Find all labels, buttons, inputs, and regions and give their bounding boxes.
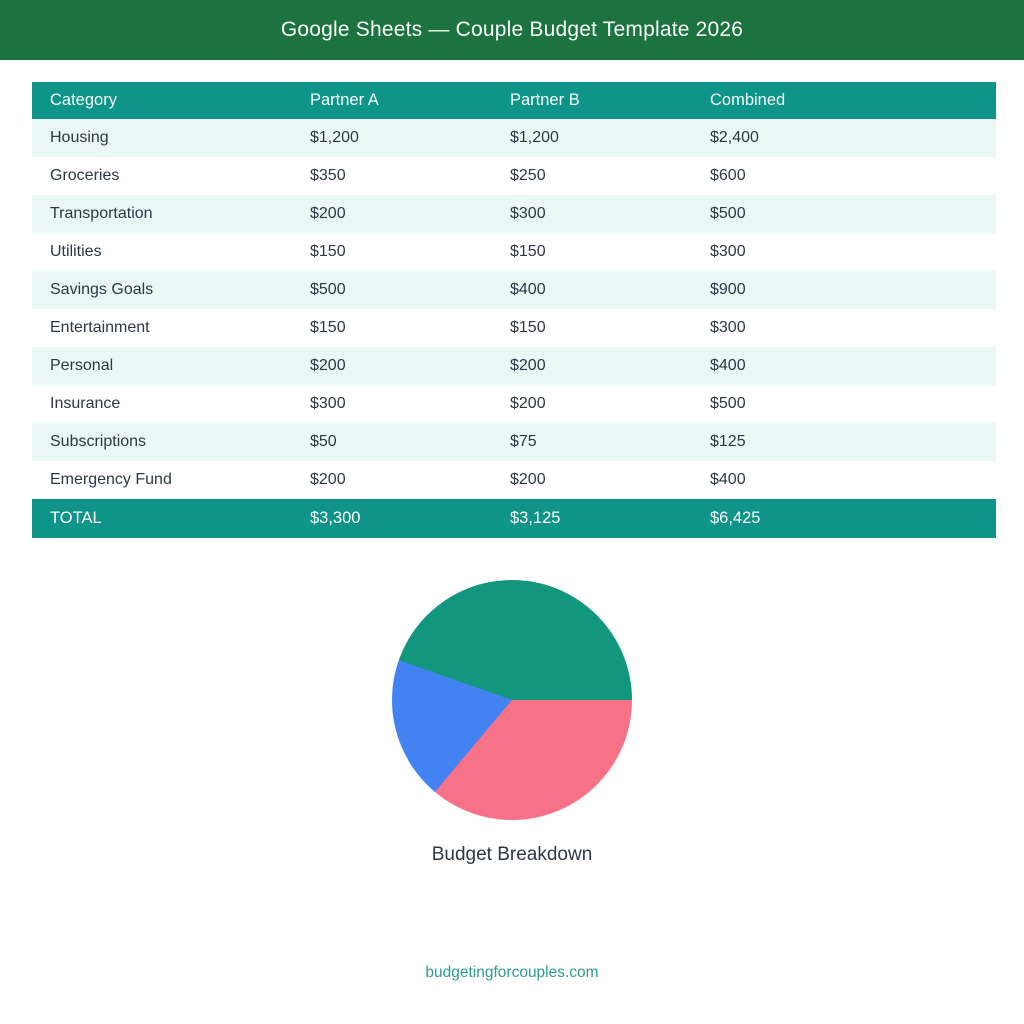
table-row: Utilities $150 $150 $300 [32, 233, 996, 271]
combined-cell: $300 [692, 309, 996, 347]
total-partner-b-cell: $3,125 [492, 499, 692, 538]
table-row: Housing $1,200 $1,200 $2,400 [32, 119, 996, 157]
category-cell: Utilities [32, 233, 292, 271]
table-row: Savings Goals $500 $400 $900 [32, 271, 996, 309]
category-cell: Personal [32, 347, 292, 385]
category-cell: Entertainment [32, 309, 292, 347]
combined-cell: $500 [692, 385, 996, 423]
chart-title: Budget Breakdown [431, 844, 593, 865]
partner-b-column-header: Partner B [492, 82, 692, 119]
total-row: TOTAL $3,300 $3,125 $6,425 [32, 499, 996, 538]
table-body: Housing $1,200 $1,200 $2,400 Groceries $… [32, 119, 996, 499]
category-cell: Housing [32, 119, 292, 157]
partner-a-cell: $1,200 [292, 119, 492, 157]
header-row: Category Partner A Partner B Combined [32, 82, 996, 119]
site-footer: budgetingforcouples.com [0, 964, 1024, 982]
combined-column-header: Combined [692, 82, 996, 119]
category-cell: Groceries [32, 157, 292, 195]
category-cell: Emergency Fund [32, 461, 292, 499]
partner-b-cell: $200 [492, 461, 692, 499]
total-partner-a-cell: $3,300 [292, 499, 492, 538]
table-row: Emergency Fund $200 $200 $400 [32, 461, 996, 499]
partner-a-cell: $200 [292, 347, 492, 385]
partner-a-cell: $350 [292, 157, 492, 195]
category-column-header: Category [32, 82, 292, 119]
partner-a-cell: $50 [292, 423, 492, 461]
partner-b-cell: $150 [492, 233, 692, 271]
category-cell: Transportation [32, 195, 292, 233]
partner-a-cell: $500 [292, 271, 492, 309]
total-label-cell: TOTAL [32, 499, 292, 538]
combined-cell: $400 [692, 461, 996, 499]
title-banner: Google Sheets — Couple Budget Template 2… [0, 0, 1024, 60]
table-row: Insurance $300 $200 $500 [32, 385, 996, 423]
category-cell: Subscriptions [32, 423, 292, 461]
table-row: Entertainment $150 $150 $300 [32, 309, 996, 347]
total-combined-cell: $6,425 [692, 499, 996, 538]
partner-b-cell: $400 [492, 271, 692, 309]
partner-b-cell: $75 [492, 423, 692, 461]
category-cell: Savings Goals [32, 271, 292, 309]
budget-table-container: Category Partner A Partner B Combined Ho… [32, 82, 996, 538]
partner-b-cell: $200 [492, 347, 692, 385]
partner-b-cell: $200 [492, 385, 692, 423]
partner-a-cell: $150 [292, 233, 492, 271]
table-row: Subscriptions $50 $75 $125 [32, 423, 996, 461]
site-link[interactable]: budgetingforcouples.com [425, 964, 599, 981]
page-title: Google Sheets — Couple Budget Template 2… [280, 18, 744, 41]
combined-cell: $2,400 [692, 119, 996, 157]
table-row: Transportation $200 $300 $500 [32, 195, 996, 233]
budget-table: Category Partner A Partner B Combined Ho… [32, 82, 996, 538]
partner-a-cell: $200 [292, 461, 492, 499]
budget-pie-chart [392, 580, 632, 820]
table-footer: TOTAL $3,300 $3,125 $6,425 [32, 499, 996, 538]
combined-cell: $300 [692, 233, 996, 271]
partner-a-cell: $200 [292, 195, 492, 233]
partner-a-cell: $150 [292, 309, 492, 347]
combined-cell: $900 [692, 271, 996, 309]
combined-cell: $500 [692, 195, 996, 233]
table-row: Personal $200 $200 $400 [32, 347, 996, 385]
table-header: Category Partner A Partner B Combined [32, 82, 996, 119]
partner-b-cell: $150 [492, 309, 692, 347]
combined-cell: $400 [692, 347, 996, 385]
table-row: Groceries $350 $250 $600 [32, 157, 996, 195]
category-cell: Insurance [32, 385, 292, 423]
partner-b-cell: $1,200 [492, 119, 692, 157]
partner-a-column-header: Partner A [292, 82, 492, 119]
combined-cell: $125 [692, 423, 996, 461]
partner-b-cell: $250 [492, 157, 692, 195]
combined-cell: $600 [692, 157, 996, 195]
partner-b-cell: $300 [492, 195, 692, 233]
partner-a-cell: $300 [292, 385, 492, 423]
